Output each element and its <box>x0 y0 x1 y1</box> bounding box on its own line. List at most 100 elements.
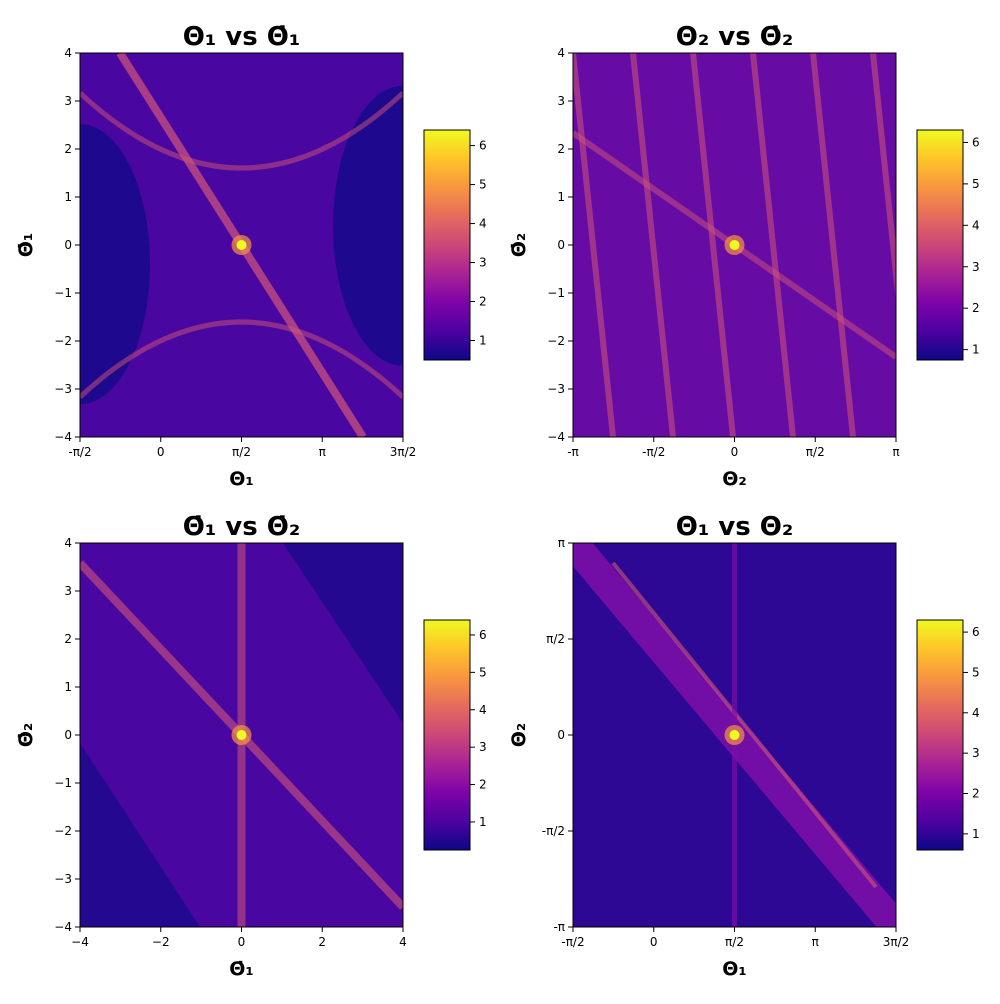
y-tick-label: −3 <box>54 382 72 396</box>
colorbar-tick-label: 3 <box>972 260 980 274</box>
colorbar-tick-label: 4 <box>972 706 980 720</box>
chart-panel-1: Θ₁ vs Θ̇₁ -π/2 0 π/2 π 3π/2 −4 −3 −2 −1 0 1 2 3 4 Θ₁ Θ̇₁… <box>15 22 487 490</box>
chart-title: Θ̇₁ vs Θ̇₂ <box>183 512 301 542</box>
colorbar-tick-label: 6 <box>479 628 487 642</box>
heatmap-area <box>80 543 403 927</box>
x-tick-label: −4 <box>71 935 89 949</box>
colorbar-tick-label: 5 <box>479 178 487 192</box>
colorbar-tick-label: 6 <box>972 135 980 149</box>
x-tick-label: -π/2 <box>642 445 665 459</box>
colorbar: 1 2 3 4 5 6 <box>916 619 980 851</box>
y-axis-label: Θ₂ <box>508 723 530 747</box>
x-tick-label: π/2 <box>806 445 825 459</box>
y-tick-label: 2 <box>64 142 72 156</box>
y-tick-label: −4 <box>54 920 72 934</box>
y-tick-label: 1 <box>64 190 72 204</box>
y-tick-label: 3 <box>64 94 72 108</box>
y-tick-label: −2 <box>54 824 72 838</box>
colorbar-tick-label: 4 <box>479 217 487 231</box>
heatmap-area <box>573 53 896 437</box>
y-tick-label: 0 <box>557 238 565 252</box>
x-tick-label: π <box>812 935 819 949</box>
y-tick-label: 4 <box>557 46 565 60</box>
peak-point <box>236 730 247 740</box>
colorbar-tick-label: 1 <box>479 815 487 829</box>
x-tick-label: 4 <box>399 935 407 949</box>
colorbar-gradient <box>423 129 471 361</box>
chart-title: Θ₁ vs Θ₂ <box>676 512 794 542</box>
y-tick-label: π <box>558 536 565 550</box>
x-axis-label: Θ₂ <box>722 468 746 490</box>
y-tick-label: -π <box>553 920 565 934</box>
y-tick-label: 0 <box>64 238 72 252</box>
y-tick-label: −4 <box>54 430 72 444</box>
chart-panel-3: Θ̇₁ vs Θ̇₂ −4 −2 0 2 4 −4 −3 −2 −1 0 1 2 3 4 Θ̇₁ Θ̇₂ 1 2 3 4… <box>15 512 487 980</box>
y-axis-label: Θ̇₂ <box>15 723 37 747</box>
colorbar-tick-label: 2 <box>972 787 980 801</box>
x-tick-label: -π/2 <box>68 445 91 459</box>
x-tick-label: π/2 <box>232 445 251 459</box>
x-tick-label: π <box>319 445 326 459</box>
y-tick-label: π/2 <box>546 632 565 646</box>
x-axis-label: Θ₁ <box>722 958 746 980</box>
y-tick-label: −2 <box>547 334 565 348</box>
x-tick-label: 3π/2 <box>883 935 910 949</box>
y-tick-label: 4 <box>64 46 72 60</box>
x-tick-label: 0 <box>157 445 165 459</box>
peak-point <box>729 730 740 740</box>
y-tick-label: 1 <box>557 190 565 204</box>
y-tick-label: 4 <box>64 536 72 550</box>
x-tick-label: 0 <box>238 935 246 949</box>
x-tick-label: π/2 <box>725 935 744 949</box>
chart-title: Θ₂ vs Θ̇₂ <box>676 22 794 52</box>
heatmap-area <box>80 53 403 437</box>
y-tick-label: 2 <box>64 632 72 646</box>
y-tick-label: −1 <box>54 286 72 300</box>
colorbar-tick-label: 6 <box>972 625 980 639</box>
x-tick-label: −2 <box>152 935 170 949</box>
colorbar-gradient <box>916 619 964 851</box>
y-tick-label: 1 <box>64 680 72 694</box>
heatmap-area <box>573 543 896 927</box>
colorbar-tick-label: 6 <box>479 139 487 153</box>
y-tick-label: −1 <box>54 776 72 790</box>
colorbar-tick-label: 3 <box>479 256 487 270</box>
y-axis-label: Θ̇₂ <box>508 233 530 257</box>
y-tick-label: −4 <box>547 430 565 444</box>
colorbar-tick-label: 5 <box>972 665 980 679</box>
y-tick-label: -π/2 <box>542 824 565 838</box>
y-tick-label: −1 <box>547 286 565 300</box>
colorbar-tick-label: 1 <box>479 334 487 348</box>
colorbar: 1 2 3 4 5 6 <box>423 619 487 851</box>
y-tick-label: −2 <box>54 334 72 348</box>
y-tick-label: −3 <box>547 382 565 396</box>
colorbar-tick-label: 3 <box>479 740 487 754</box>
y-tick-label: 3 <box>64 584 72 598</box>
colorbar-gradient <box>916 129 964 361</box>
colorbar-tick-label: 2 <box>479 778 487 792</box>
colorbar-tick-label: 2 <box>972 301 980 315</box>
colorbar-tick-label: 4 <box>972 218 980 232</box>
colorbar-tick-label: 3 <box>972 746 980 760</box>
colorbar-tick-label: 5 <box>479 665 487 679</box>
colorbar-tick-label: 5 <box>972 177 980 191</box>
peak-point <box>236 240 247 250</box>
x-tick-label: -π <box>567 445 579 459</box>
colorbar-tick-label: 2 <box>479 295 487 309</box>
colorbar: 1 2 3 4 5 6 <box>423 129 487 361</box>
x-tick-label: 2 <box>318 935 326 949</box>
chart-panel-4: Θ₁ vs Θ₂-π/2 0 π/2 π 3π/2-π-π/20π/2πΘ₁Θ₂1234… <box>508 512 980 980</box>
y-tick-label: 2 <box>557 142 565 156</box>
colorbar-gradient <box>423 619 471 851</box>
peak-point <box>729 240 740 250</box>
x-axis-label: Θ̇₁ <box>229 958 253 980</box>
x-tick-label: 3π/2 <box>390 445 417 459</box>
x-tick-label: 0 <box>650 935 658 949</box>
y-axis-label: Θ̇₁ <box>15 233 37 257</box>
y-tick-label: 3 <box>557 94 565 108</box>
x-tick-label: -π/2 <box>561 935 584 949</box>
y-tick-label: 0 <box>557 728 565 742</box>
colorbar-tick-label: 1 <box>972 827 980 841</box>
